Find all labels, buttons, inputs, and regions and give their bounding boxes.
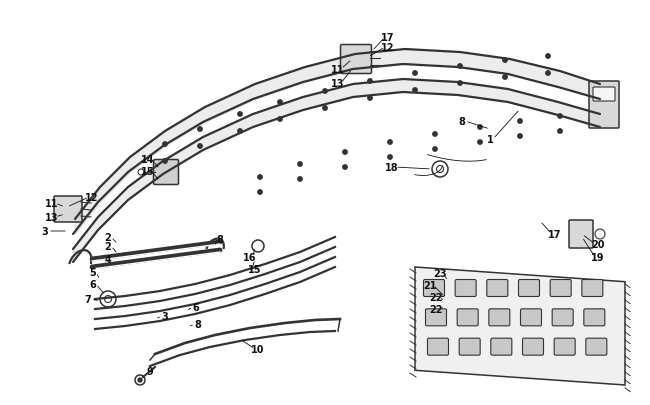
Circle shape bbox=[503, 76, 507, 80]
Text: 7: 7 bbox=[84, 294, 92, 304]
Text: 3: 3 bbox=[162, 311, 168, 321]
Text: 13: 13 bbox=[332, 79, 344, 89]
Circle shape bbox=[518, 119, 522, 124]
Text: 8: 8 bbox=[458, 117, 465, 127]
Text: 20: 20 bbox=[592, 239, 604, 249]
FancyBboxPatch shape bbox=[424, 280, 445, 297]
Circle shape bbox=[198, 128, 202, 132]
Text: 15: 15 bbox=[141, 166, 155, 177]
Text: 8: 8 bbox=[216, 234, 224, 244]
Circle shape bbox=[258, 190, 262, 195]
FancyBboxPatch shape bbox=[54, 196, 82, 222]
Circle shape bbox=[323, 107, 327, 111]
Circle shape bbox=[343, 165, 347, 170]
FancyBboxPatch shape bbox=[519, 280, 540, 297]
Text: 1: 1 bbox=[487, 135, 493, 145]
FancyBboxPatch shape bbox=[491, 338, 512, 355]
FancyBboxPatch shape bbox=[153, 160, 179, 185]
FancyBboxPatch shape bbox=[523, 338, 543, 355]
Text: 13: 13 bbox=[46, 213, 58, 222]
Circle shape bbox=[368, 80, 372, 84]
FancyBboxPatch shape bbox=[584, 309, 605, 326]
Text: 18: 18 bbox=[385, 162, 399, 173]
FancyBboxPatch shape bbox=[489, 309, 510, 326]
Circle shape bbox=[258, 175, 262, 180]
Circle shape bbox=[198, 145, 202, 149]
Circle shape bbox=[238, 113, 242, 117]
Circle shape bbox=[433, 147, 437, 152]
Circle shape bbox=[162, 160, 167, 164]
Text: 17: 17 bbox=[548, 230, 562, 239]
Text: 12: 12 bbox=[85, 192, 99, 202]
Text: 19: 19 bbox=[592, 252, 604, 262]
Text: 8: 8 bbox=[194, 319, 202, 329]
Text: 6: 6 bbox=[90, 279, 96, 289]
Circle shape bbox=[518, 134, 522, 139]
Text: 12: 12 bbox=[382, 43, 395, 53]
FancyBboxPatch shape bbox=[459, 338, 480, 355]
Text: 5: 5 bbox=[90, 267, 96, 277]
FancyBboxPatch shape bbox=[455, 280, 476, 297]
Text: 9: 9 bbox=[147, 366, 153, 376]
Text: 11: 11 bbox=[46, 198, 58, 209]
Text: 23: 23 bbox=[434, 269, 447, 278]
Text: 4: 4 bbox=[105, 254, 111, 264]
Circle shape bbox=[278, 117, 282, 122]
FancyBboxPatch shape bbox=[487, 280, 508, 297]
Circle shape bbox=[298, 177, 302, 182]
Circle shape bbox=[238, 130, 242, 134]
Circle shape bbox=[433, 132, 437, 137]
FancyBboxPatch shape bbox=[593, 88, 615, 102]
Text: 2: 2 bbox=[105, 232, 111, 243]
Text: 17: 17 bbox=[382, 33, 395, 43]
Circle shape bbox=[458, 81, 462, 86]
FancyBboxPatch shape bbox=[589, 82, 619, 129]
Polygon shape bbox=[415, 267, 625, 385]
FancyBboxPatch shape bbox=[550, 280, 571, 297]
FancyBboxPatch shape bbox=[569, 220, 593, 248]
Circle shape bbox=[413, 89, 417, 93]
Text: 10: 10 bbox=[252, 344, 265, 354]
Circle shape bbox=[323, 90, 327, 94]
Circle shape bbox=[298, 162, 302, 167]
Text: 14: 14 bbox=[141, 155, 155, 164]
Text: 2: 2 bbox=[105, 241, 111, 252]
Circle shape bbox=[388, 156, 392, 160]
FancyBboxPatch shape bbox=[428, 338, 448, 355]
Circle shape bbox=[162, 143, 167, 147]
FancyBboxPatch shape bbox=[341, 45, 372, 74]
Text: 22: 22 bbox=[429, 292, 443, 302]
Circle shape bbox=[458, 65, 462, 69]
Circle shape bbox=[503, 59, 507, 63]
Circle shape bbox=[478, 141, 482, 145]
Text: 15: 15 bbox=[248, 264, 262, 274]
FancyBboxPatch shape bbox=[552, 309, 573, 326]
Circle shape bbox=[278, 100, 282, 105]
Circle shape bbox=[558, 115, 562, 119]
Circle shape bbox=[413, 72, 417, 76]
Circle shape bbox=[546, 72, 550, 76]
Circle shape bbox=[478, 126, 482, 130]
Text: 16: 16 bbox=[243, 252, 257, 262]
Text: 22: 22 bbox=[429, 304, 443, 314]
Circle shape bbox=[388, 141, 392, 145]
FancyBboxPatch shape bbox=[426, 309, 447, 326]
Circle shape bbox=[138, 378, 142, 382]
Text: 6: 6 bbox=[192, 302, 200, 312]
Circle shape bbox=[343, 150, 347, 155]
Circle shape bbox=[558, 130, 562, 134]
FancyBboxPatch shape bbox=[521, 309, 541, 326]
Text: 3: 3 bbox=[42, 226, 48, 237]
FancyBboxPatch shape bbox=[586, 338, 607, 355]
FancyBboxPatch shape bbox=[554, 338, 575, 355]
Text: 11: 11 bbox=[332, 65, 344, 75]
FancyBboxPatch shape bbox=[582, 280, 603, 297]
Circle shape bbox=[546, 55, 550, 59]
Circle shape bbox=[368, 96, 372, 101]
Text: 21: 21 bbox=[423, 280, 437, 290]
FancyBboxPatch shape bbox=[457, 309, 478, 326]
